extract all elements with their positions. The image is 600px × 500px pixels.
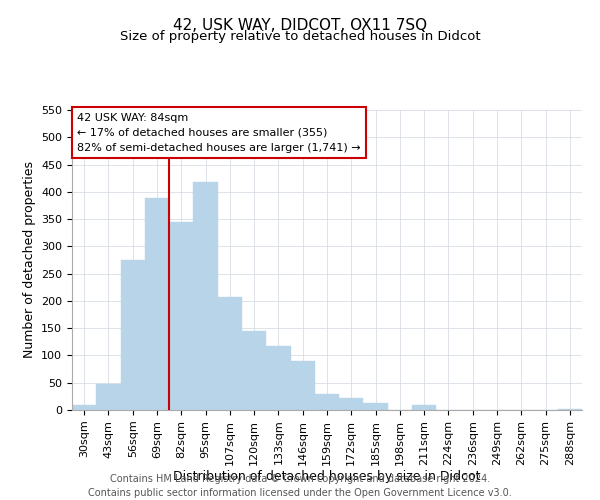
Text: Contains HM Land Registry data © Crown copyright and database right 2024.
Contai: Contains HM Land Registry data © Crown c…	[88, 474, 512, 498]
Bar	[364, 404, 388, 410]
Bar	[121, 260, 145, 410]
Bar	[315, 394, 339, 410]
Bar	[145, 198, 169, 410]
Bar	[193, 182, 218, 410]
X-axis label: Distribution of detached houses by size in Didcot: Distribution of detached houses by size …	[173, 470, 481, 484]
Bar	[242, 331, 266, 410]
Text: 42 USK WAY: 84sqm
← 17% of detached houses are smaller (355)
82% of semi-detache: 42 USK WAY: 84sqm ← 17% of detached hous…	[77, 113, 361, 152]
Bar	[218, 296, 242, 410]
Bar	[339, 398, 364, 410]
Bar	[96, 384, 121, 410]
Bar	[266, 346, 290, 410]
Y-axis label: Number of detached properties: Number of detached properties	[23, 162, 35, 358]
Bar	[72, 404, 96, 410]
Bar	[169, 222, 193, 410]
Text: Size of property relative to detached houses in Didcot: Size of property relative to detached ho…	[119, 30, 481, 43]
Text: 42, USK WAY, DIDCOT, OX11 7SQ: 42, USK WAY, DIDCOT, OX11 7SQ	[173, 18, 427, 32]
Bar	[412, 404, 436, 410]
Bar	[290, 361, 315, 410]
Bar	[558, 409, 582, 410]
